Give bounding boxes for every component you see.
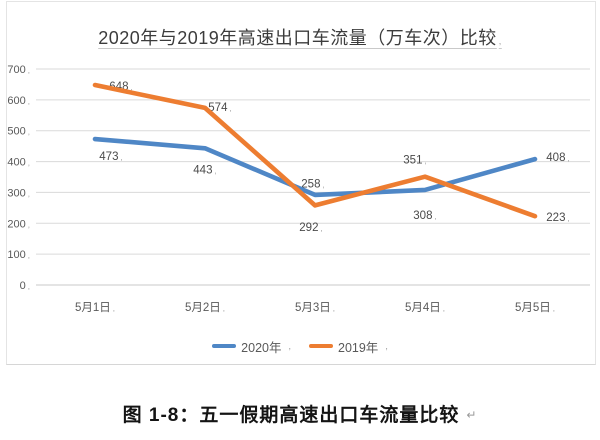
legend-item-2019: 2019年 , bbox=[309, 337, 388, 356]
data-label-2020年-5月5日: 408, bbox=[546, 152, 569, 164]
figure-caption: 图 1-8：五一假期高速出口车流量比较 ↵ bbox=[0, 400, 600, 427]
y-axis-tick-600: 600, bbox=[7, 95, 30, 107]
y-axis-tick-400: 400, bbox=[7, 157, 30, 169]
legend-suffix-mark: , bbox=[288, 341, 291, 351]
x-axis-label-3: 5月3日, bbox=[295, 302, 335, 314]
series-line-2019年 bbox=[92, 82, 538, 219]
y-axis-tick-0: 0, bbox=[20, 280, 30, 292]
legend-label-2020: 2020年 bbox=[241, 340, 282, 355]
data-label-2020年-5月2日: 443, bbox=[193, 164, 216, 176]
chart-title-text: 2020年与2019年高速出口车流量（万车次）比较 bbox=[98, 28, 497, 48]
x-axis-label-5: 5月5日, bbox=[515, 302, 555, 314]
x-axis-label-2: 5月2日, bbox=[185, 302, 225, 314]
figure-caption-text: 图 1-8：五一假期高速出口车流量比较 bbox=[122, 405, 460, 426]
data-label-2020年-5月1日: 473, bbox=[99, 151, 122, 163]
line-break-mark: ↵ bbox=[466, 408, 478, 422]
y-axis-tick-200: 200, bbox=[7, 218, 30, 230]
x-axis-label-1: 5月1日, bbox=[75, 302, 115, 314]
y-axis-tick-100: 100, bbox=[7, 249, 30, 261]
y-axis-tick-300: 300, bbox=[7, 187, 30, 199]
chart-frame bbox=[6, 1, 596, 365]
x-axis-label-4: 5月4日, bbox=[405, 302, 445, 314]
data-label-2020年-5月4日: 308, bbox=[413, 210, 436, 222]
data-label-2019年-5月2日: 574, bbox=[208, 102, 231, 114]
legend-line-swatch-2020 bbox=[212, 344, 237, 348]
legend-suffix-mark: , bbox=[385, 341, 388, 351]
series-line-2020年 bbox=[92, 136, 538, 198]
chart-title: 2020年与2019年高速出口车流量（万车次）比较, bbox=[0, 24, 600, 50]
data-label-2019年-5月5日: 223, bbox=[546, 212, 569, 224]
data-label-2020年-5月3日: 292, bbox=[299, 222, 322, 234]
y-axis-tick-500: 500, bbox=[7, 126, 30, 138]
data-label-2019年-5月4日: 351, bbox=[403, 155, 426, 167]
legend-label-2019: 2019年 bbox=[338, 340, 379, 355]
line-chart-plot: 0, 100, 200, 300, 400, 500, 600, 700, 5月1日, 5月2日,… bbox=[7, 64, 590, 314]
legend-line-swatch-2019 bbox=[309, 344, 333, 348]
data-label-2019年-5月3日: 258, bbox=[301, 178, 324, 190]
chart-legend: 2020年 , 2019年 , bbox=[0, 336, 600, 356]
title-suffix-mark: , bbox=[498, 36, 502, 46]
legend-item-2020: 2020年 , bbox=[212, 337, 291, 356]
y-axis-tick-700: 700, bbox=[7, 64, 30, 76]
